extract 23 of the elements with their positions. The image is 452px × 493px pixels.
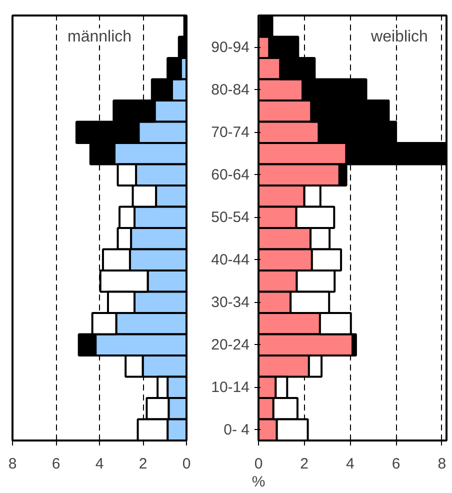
x-tick-label: 0 bbox=[182, 456, 191, 472]
x-tick-label: 2 bbox=[300, 456, 309, 472]
y-tick-label: 10-14 bbox=[211, 378, 250, 396]
x-tick-label: 2 bbox=[138, 456, 148, 472]
y-tick-label: 20-24 bbox=[211, 336, 250, 354]
x-tick-label: 0 bbox=[254, 456, 263, 472]
y-tick-label: 80-84 bbox=[211, 81, 250, 98]
y-tick-label: 60-64 bbox=[211, 166, 250, 184]
y-tick-label: 40-44 bbox=[211, 251, 250, 268]
x-tick-label: 8 bbox=[438, 456, 446, 472]
y-tick-label: 90-94 bbox=[211, 38, 250, 56]
y-tick-label: 70-74 bbox=[211, 124, 250, 141]
x-tick-label: 8 bbox=[8, 456, 17, 472]
x-axis-title: % bbox=[252, 474, 266, 490]
y-tick-label: 30-34 bbox=[211, 294, 250, 311]
x-tick-label: 4 bbox=[95, 456, 104, 472]
y-tick-label: 0- 4 bbox=[224, 421, 250, 438]
text: männlich bbox=[67, 28, 132, 46]
x-tick-label: 6 bbox=[52, 456, 60, 472]
x-tick-label: 6 bbox=[392, 456, 400, 472]
y-tick-label: 50-54 bbox=[211, 208, 250, 226]
text: weiblich bbox=[370, 28, 428, 46]
x-tick-label: 4 bbox=[346, 456, 354, 472]
